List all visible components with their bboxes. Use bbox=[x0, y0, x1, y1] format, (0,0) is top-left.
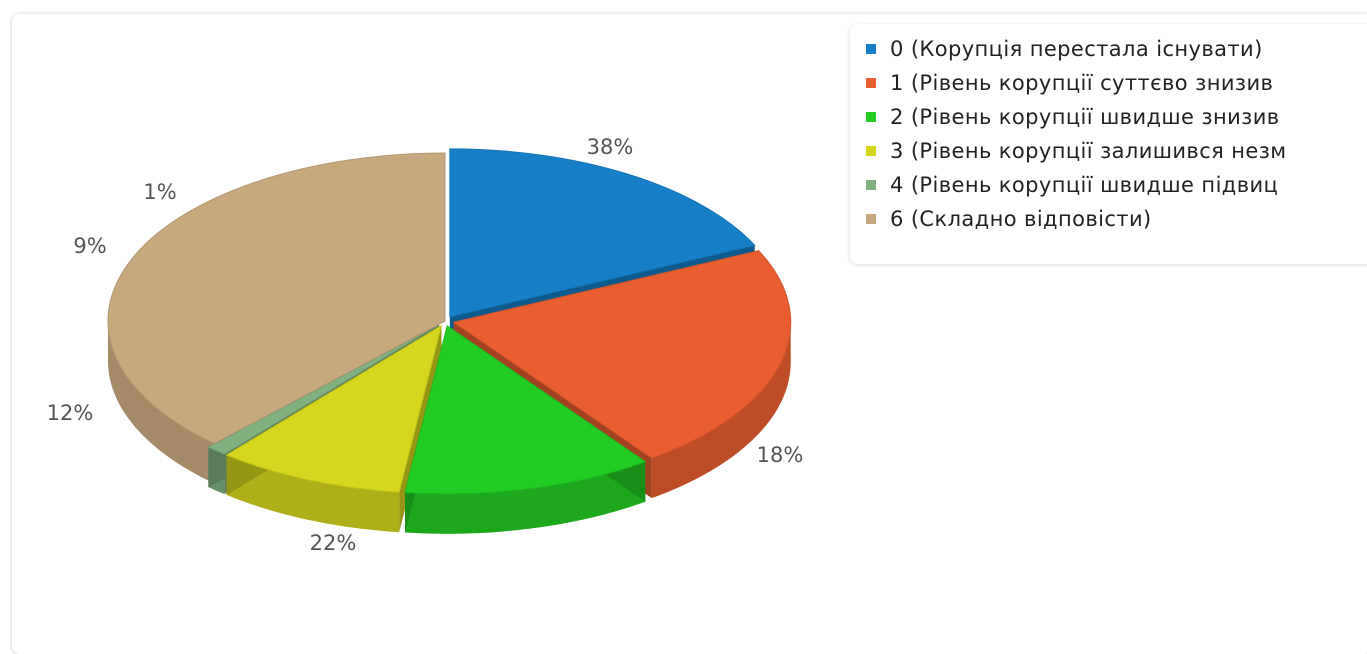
legend-swatch bbox=[866, 146, 876, 156]
pie-slice-2[interactable] bbox=[404, 324, 647, 495]
legend-list: 0 (Корупція перестала існувати) 1 (Рівень… bbox=[850, 24, 1367, 236]
legend-item[interactable]: 4 (Рівень корупції швидше підвиц bbox=[866, 168, 1367, 202]
pie-chart: 18% 22% 12% 9% 1% 38% bbox=[47, 135, 804, 555]
legend-label: 1 (Рівень корупції суттєво знизив bbox=[890, 71, 1274, 95]
slice-label-1: 22% bbox=[310, 531, 357, 555]
pie-slice-side-5 bbox=[108, 321, 215, 484]
legend-swatch bbox=[866, 214, 876, 224]
legend-item[interactable]: 1 (Рівень корупції суттєво знизив bbox=[866, 66, 1367, 100]
legend-label: 6 (Складно відповісти) bbox=[890, 207, 1152, 231]
legend-item[interactable]: 0 (Корупція перестала існувати) bbox=[866, 32, 1367, 66]
pie-slice-side-2 bbox=[405, 461, 646, 534]
pie-slice-3[interactable] bbox=[225, 324, 443, 493]
legend-swatch bbox=[866, 112, 876, 122]
slice-label-0: 18% bbox=[757, 443, 804, 467]
legend-label: 3 (Рівень корупції залишився незм bbox=[890, 139, 1287, 163]
legend-swatch bbox=[866, 44, 876, 54]
pie-slice-side-3 bbox=[226, 454, 400, 533]
legend-label: 4 (Рівень корупції швидше підвиц bbox=[890, 173, 1279, 197]
pie-slice-5[interactable] bbox=[107, 152, 446, 445]
pie-slice-4[interactable] bbox=[207, 324, 440, 455]
legend-swatch bbox=[866, 180, 876, 190]
pie-slice-0[interactable] bbox=[449, 148, 756, 318]
legend-item[interactable]: 6 (Складно відповісти) bbox=[866, 202, 1367, 236]
legend-label: 0 (Корупція перестала існувати) bbox=[890, 37, 1263, 61]
slice-label-5: 38% bbox=[587, 135, 634, 159]
pie-layer bbox=[107, 148, 792, 534]
legend-item[interactable]: 3 (Рівень корупції залишився незм bbox=[866, 134, 1367, 168]
slice-label-4: 1% bbox=[143, 180, 176, 204]
slice-label-3: 9% bbox=[73, 234, 106, 258]
legend-label: 2 (Рівень корупції швидше знизив bbox=[890, 105, 1280, 129]
legend-swatch bbox=[866, 78, 876, 88]
slice-label-2: 12% bbox=[47, 401, 94, 425]
legend-item[interactable]: 2 (Рівень корупції швидше знизив bbox=[866, 100, 1367, 134]
pie-slice-side-1 bbox=[651, 322, 791, 499]
pie-slice-1[interactable] bbox=[452, 250, 792, 459]
legend: 0 (Корупція перестала існувати) 1 (Рівень… bbox=[850, 24, 1367, 264]
